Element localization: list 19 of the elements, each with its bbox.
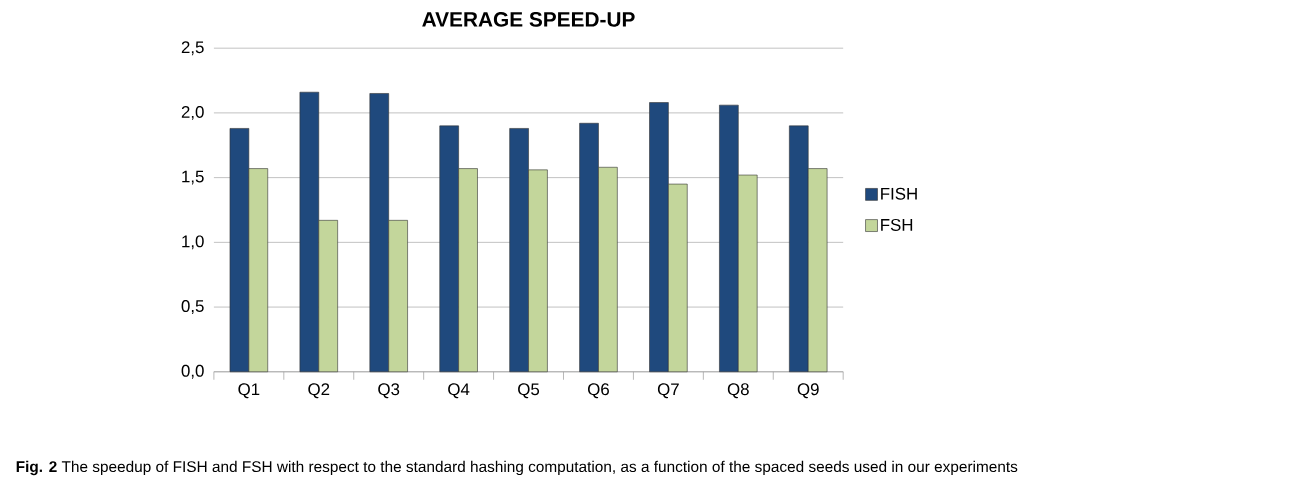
- x-tick-label: Q2: [308, 383, 330, 399]
- text: Fig. 2 The speedup of FISH and FSH with respect to the standard hashing computation, as a function of the spaced seeds used in our experiments: [16, 460, 1018, 476]
- x-tick-label: Q8: [727, 383, 749, 399]
- x-tick-label: Q7: [657, 383, 679, 399]
- x-tick-label: Q6: [588, 383, 609, 399]
- x-tick-label: Q3: [378, 383, 400, 399]
- legend-label: FSH: [881, 219, 913, 231]
- chart-title: AVERAGE SPEED-UP: [422, 12, 635, 27]
- y-tick-label: 1,0: [182, 235, 204, 250]
- x-tick-label: Q1: [238, 383, 260, 399]
- x-tick-label: Q4: [448, 383, 470, 399]
- y-tick-label: 0,0: [181, 364, 204, 379]
- y-tick-label: 2,0: [181, 105, 204, 120]
- legend-label: FISH: [881, 187, 917, 200]
- y-tick-label: 1,5: [182, 170, 204, 185]
- y-tick-label: 2,5: [181, 41, 204, 56]
- x-tick-label: Q5: [518, 383, 540, 399]
- x-tick-label: Q9: [797, 383, 819, 399]
- y-tick-label: 0,5: [181, 300, 204, 315]
